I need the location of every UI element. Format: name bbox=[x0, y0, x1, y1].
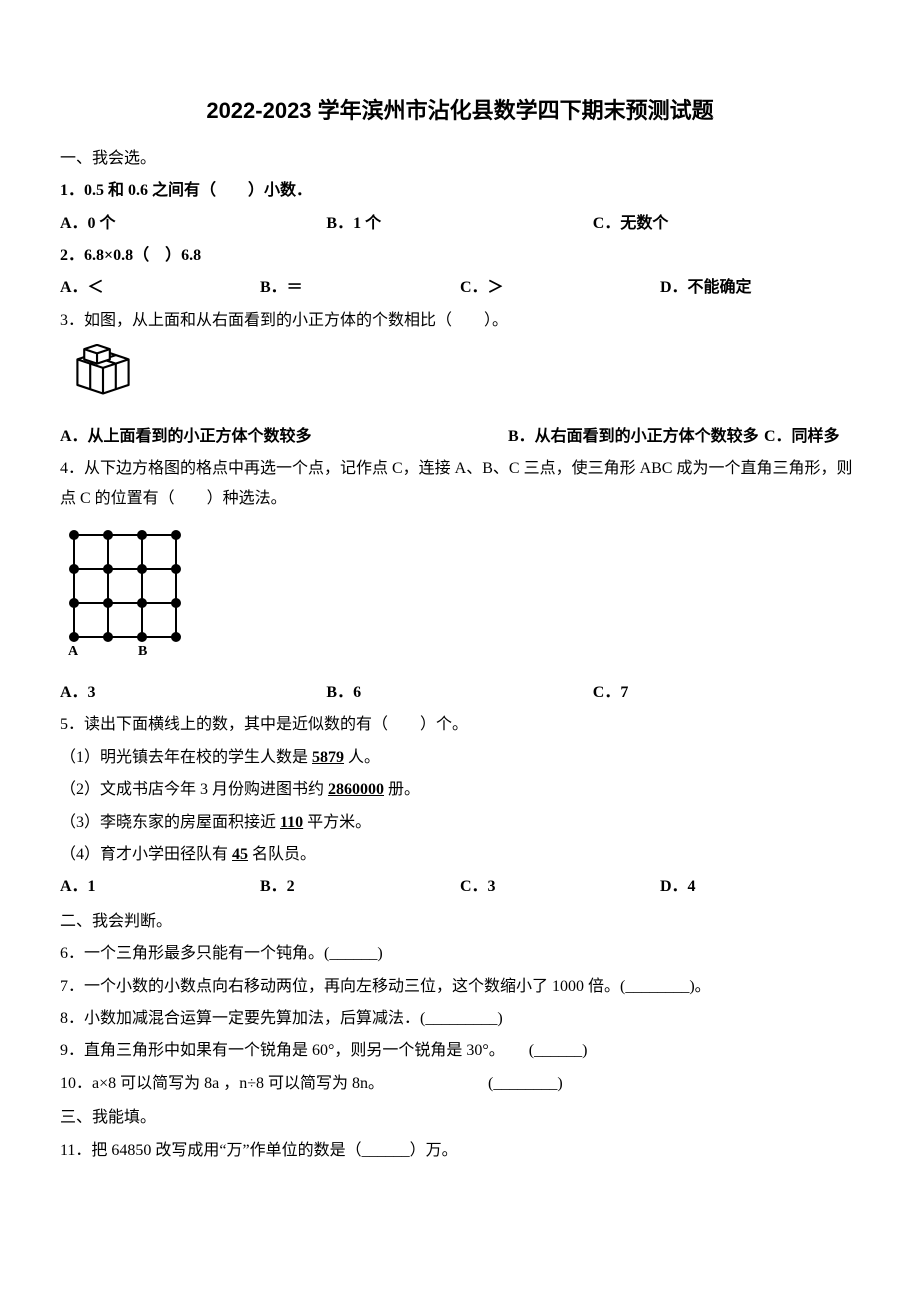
q5-option-a: A．1 bbox=[60, 872, 260, 902]
q3-option-a: A．从上面看到的小正方体个数较多 bbox=[60, 422, 508, 452]
q1-option-c: C．无数个 bbox=[593, 209, 859, 239]
q10-stem: 10．a×8 可以简写为 8a ，n÷8 可以简写为 8n。 (________… bbox=[60, 1069, 860, 1099]
q5-s3b: 平方米。 bbox=[303, 814, 371, 831]
q6-stem: 6．一个三角形最多只能有一个钝角。(______) bbox=[60, 939, 860, 969]
q2-stem: 2．6.8×0.8（ ）6.8 bbox=[60, 241, 860, 271]
q1-stem-b: ）小数． bbox=[248, 182, 312, 199]
q4-options: A．3 B．6 C．7 bbox=[60, 678, 860, 708]
grid-label-b: B bbox=[138, 644, 147, 659]
q5-sub3: （3）李晓东家的房屋面积接近 110 平方米。 bbox=[60, 808, 860, 838]
grid-icon: A B bbox=[60, 523, 210, 663]
section-two-heading: 二、我会判断。 bbox=[60, 907, 860, 937]
q5-stem: 5．读出下面横线上的数，其中是近似数的有（ ）个。 bbox=[60, 710, 860, 740]
q4-stem: 4．从下边方格图的格点中再选一个点，记作点 C，连接 A、B、C 三点，使三角形… bbox=[60, 454, 860, 515]
q5-s2a: （2）文成书店今年 3 月份购进图书约 bbox=[60, 781, 328, 798]
q5-s2u: 2860000 bbox=[328, 781, 384, 798]
q5-s3u: 110 bbox=[280, 814, 303, 831]
q2-option-d: D．不能确定 bbox=[660, 273, 860, 303]
q1-option-a: A．0 个 bbox=[60, 209, 326, 239]
q5-option-d: D．4 bbox=[660, 872, 860, 902]
q1-stem-a: 1．0.5 和 0.6 之间有（ bbox=[60, 182, 216, 199]
q1-stem: 1．0.5 和 0.6 之间有（ ）小数． bbox=[60, 176, 860, 206]
q3-option-c: C．同样多 bbox=[764, 422, 860, 452]
q5-sub2: （2）文成书店今年 3 月份购进图书约 2860000 册。 bbox=[60, 775, 860, 805]
q2-option-a: A．＜ bbox=[60, 273, 260, 303]
q4-option-b: B．6 bbox=[326, 678, 592, 708]
exam-page: 2022-2023 学年滨州市沾化县数学四下期末预测试题 一、我会选。 1．0.… bbox=[0, 0, 920, 1302]
q5-options: A．1 B．2 C．3 D．4 bbox=[60, 872, 860, 902]
section-three-heading: 三、我能填。 bbox=[60, 1103, 860, 1133]
q9-stem: 9．直角三角形中如果有一个锐角是 60°，则另一个锐角是 30°。 (_____… bbox=[60, 1036, 860, 1066]
q2-options: A．＜ B．＝ C．＞ D．不能确定 bbox=[60, 273, 860, 303]
grid-label-a: A bbox=[68, 644, 79, 659]
q5-s4b: 名队员。 bbox=[248, 846, 316, 863]
q4-option-c: C．7 bbox=[593, 678, 859, 708]
q5-option-c: C．3 bbox=[460, 872, 660, 902]
q2-option-b: B．＝ bbox=[260, 273, 460, 303]
page-title: 2022-2023 学年滨州市沾化县数学四下期末预测试题 bbox=[60, 90, 860, 132]
q8-stem: 8．小数加减混合运算一定要先算加法，后算减法．(_________) bbox=[60, 1004, 860, 1034]
q5-s1b: 人。 bbox=[344, 749, 380, 766]
q3-figure bbox=[60, 338, 860, 421]
q5-sub4: （4）育才小学田径队有 45 名队员。 bbox=[60, 840, 860, 870]
q7-stem: 7．一个小数的小数点向右移动两位，再向左移动三位，这个数缩小了 1000 倍。(… bbox=[60, 972, 860, 1002]
q2-option-c: C．＞ bbox=[460, 273, 660, 303]
q3-options: A．从上面看到的小正方体个数较多 B．从右面看到的小正方体个数较多 C．同样多 bbox=[60, 422, 860, 452]
q5-s3a: （3）李晓东家的房屋面积接近 bbox=[60, 814, 280, 831]
q3-stem: 3．如图，从上面和从右面看到的小正方体的个数相比（ ）。 bbox=[60, 306, 860, 336]
q5-s1a: （1）明光镇去年在校的学生人数是 bbox=[60, 749, 312, 766]
q5-s1u: 5879 bbox=[312, 749, 344, 766]
q1-option-b: B．1 个 bbox=[326, 209, 592, 239]
cubes-icon bbox=[60, 344, 146, 402]
q4-figure: A B bbox=[60, 517, 860, 678]
q5-s4u: 45 bbox=[232, 846, 248, 863]
q11-stem: 11．把 64850 改写成用“万”作单位的数是（______）万。 bbox=[60, 1136, 860, 1166]
section-one-heading: 一、我会选。 bbox=[60, 144, 860, 174]
q1-options: A．0 个 B．1 个 C．无数个 bbox=[60, 209, 860, 239]
q5-option-b: B．2 bbox=[260, 872, 460, 902]
q4-option-a: A．3 bbox=[60, 678, 326, 708]
q5-s4a: （4）育才小学田径队有 bbox=[60, 846, 232, 863]
q3-option-b: B．从右面看到的小正方体个数较多 bbox=[508, 422, 764, 452]
q5-sub1: （1）明光镇去年在校的学生人数是 5879 人。 bbox=[60, 743, 860, 773]
q1-blank bbox=[216, 182, 248, 199]
q5-s2b: 册。 bbox=[384, 781, 420, 798]
